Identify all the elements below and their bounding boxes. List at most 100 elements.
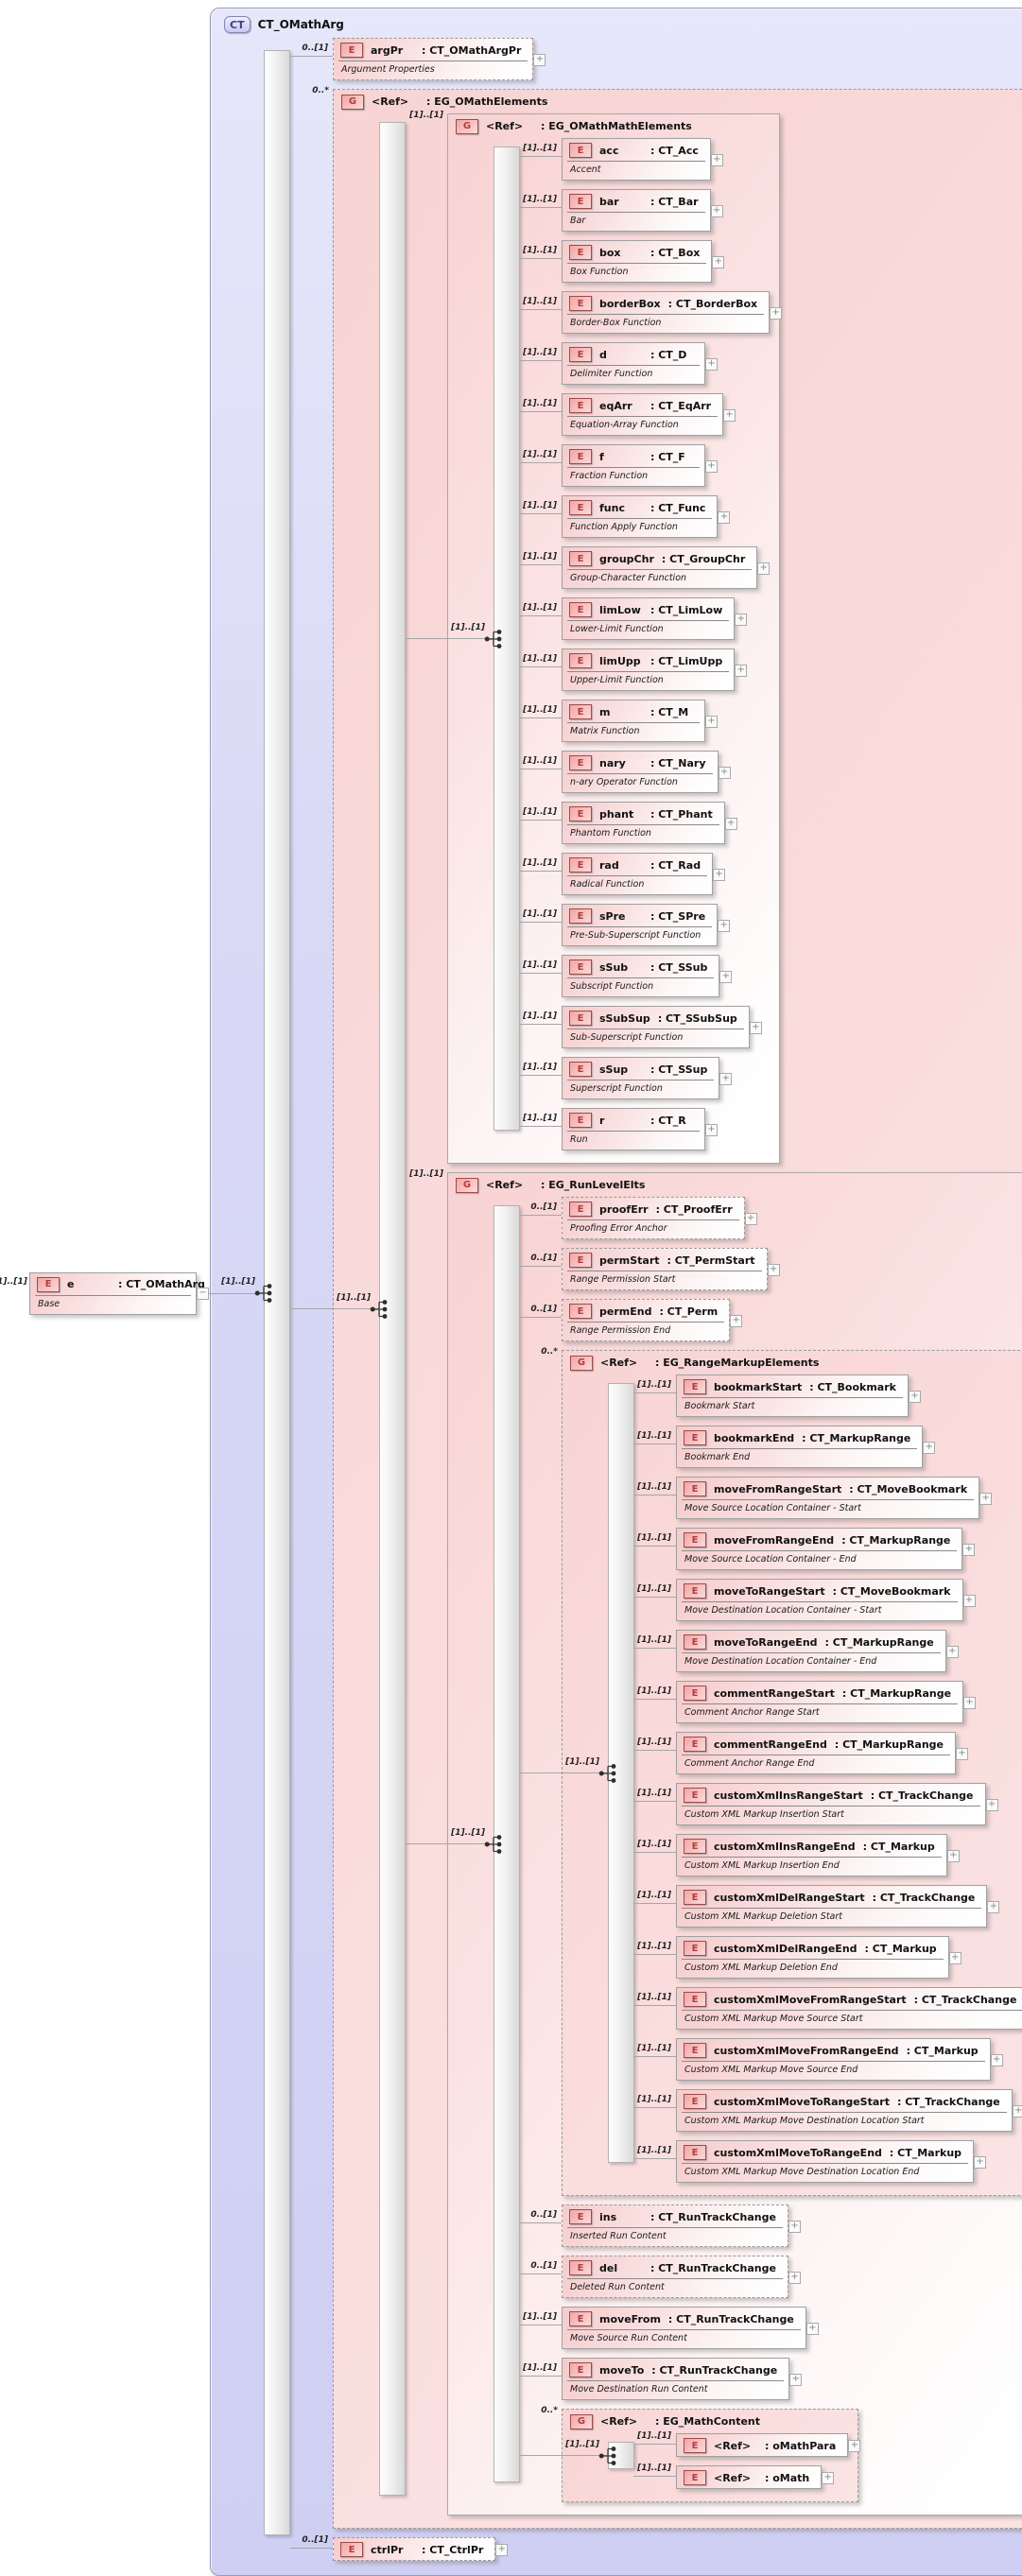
group-box-eg-omathelements[interactable]: G <Ref>: EG_OMathElements [1]..[1] [1]..[1]… (291, 89, 1022, 2529)
expand-button[interactable]: + (713, 868, 726, 881)
group-box-eg-mathcontent[interactable]: G <Ref>: EG_MathContent [1]..[1] [1]..[1] E <… (520, 2409, 861, 2502)
expand-button[interactable]: + (974, 2155, 987, 2169)
expand-button[interactable]: + (705, 1123, 718, 1136)
group-box-eg-omathmathelements[interactable]: G <Ref>: EG_OMathMathElements [1]..[1] [1].… (406, 113, 783, 1164)
expand-button[interactable]: + (719, 970, 733, 983)
collapse-button[interactable]: − (197, 1287, 209, 1300)
expand-button[interactable]: + (788, 2220, 801, 2233)
expand-button[interactable]: + (987, 1900, 1000, 1913)
expand-button[interactable]: + (718, 919, 731, 932)
expand-button[interactable]: + (705, 715, 718, 728)
expand-button[interactable]: + (985, 1798, 998, 1811)
expand-button[interactable]: + (848, 2439, 861, 2452)
expand-button[interactable]: + (979, 1492, 993, 1505)
expand-button[interactable]: + (908, 1390, 921, 1403)
expand-button[interactable]: + (723, 408, 736, 422)
expand-button[interactable]: + (990, 2053, 1003, 2066)
expand-button[interactable]: + (705, 459, 718, 473)
element-box-omath[interactable]: E <Ref>: oMath + (676, 2465, 835, 2489)
expand-button[interactable]: + (770, 306, 783, 320)
expand-button[interactable]: + (948, 1951, 961, 1964)
expand-button[interactable]: + (749, 1021, 762, 1034)
expand-button[interactable]: + (730, 1314, 743, 1327)
expand-button[interactable]: + (945, 1645, 959, 1658)
expand-button[interactable]: + (923, 1441, 936, 1454)
expand-button[interactable]: + (822, 2471, 835, 2484)
expand-button[interactable]: + (962, 1543, 976, 1556)
expand-button[interactable]: + (724, 817, 737, 830)
expand-button[interactable]: + (735, 613, 748, 626)
expand-button[interactable]: + (710, 204, 723, 217)
expand-button[interactable]: + (946, 1849, 960, 1862)
element-box-omathpara[interactable]: E <Ref>: oMathPara + (676, 2433, 861, 2457)
expand-button[interactable]: + (705, 357, 718, 371)
expand-button[interactable]: + (533, 53, 546, 66)
expand-button[interactable]: + (805, 2322, 819, 2335)
expand-button[interactable]: + (757, 562, 771, 575)
group-box-eg-rangemarkupelements[interactable]: G <Ref>: EG_RangeMarkupElements [1]..[1] [1… (520, 1350, 1022, 2196)
expand-button[interactable]: + (963, 1696, 977, 1709)
expand-button[interactable]: + (718, 510, 731, 524)
expand-button[interactable]: + (956, 1747, 969, 1760)
expand-button[interactable]: + (712, 255, 725, 268)
expand-button[interactable]: + (789, 2373, 803, 2386)
expand-button[interactable]: + (719, 1072, 733, 1085)
expand-button[interactable]: + (744, 1212, 757, 1225)
expand-button[interactable]: + (495, 2543, 509, 2556)
expand-button[interactable]: + (767, 1263, 780, 1276)
expand-button[interactable]: + (718, 766, 731, 779)
expand-button[interactable]: + (710, 153, 723, 166)
expand-button[interactable]: + (788, 2271, 801, 2284)
expand-button[interactable]: + (735, 664, 748, 677)
expand-button[interactable]: + (1012, 2104, 1022, 2118)
expand-button[interactable]: + (962, 1594, 976, 1607)
